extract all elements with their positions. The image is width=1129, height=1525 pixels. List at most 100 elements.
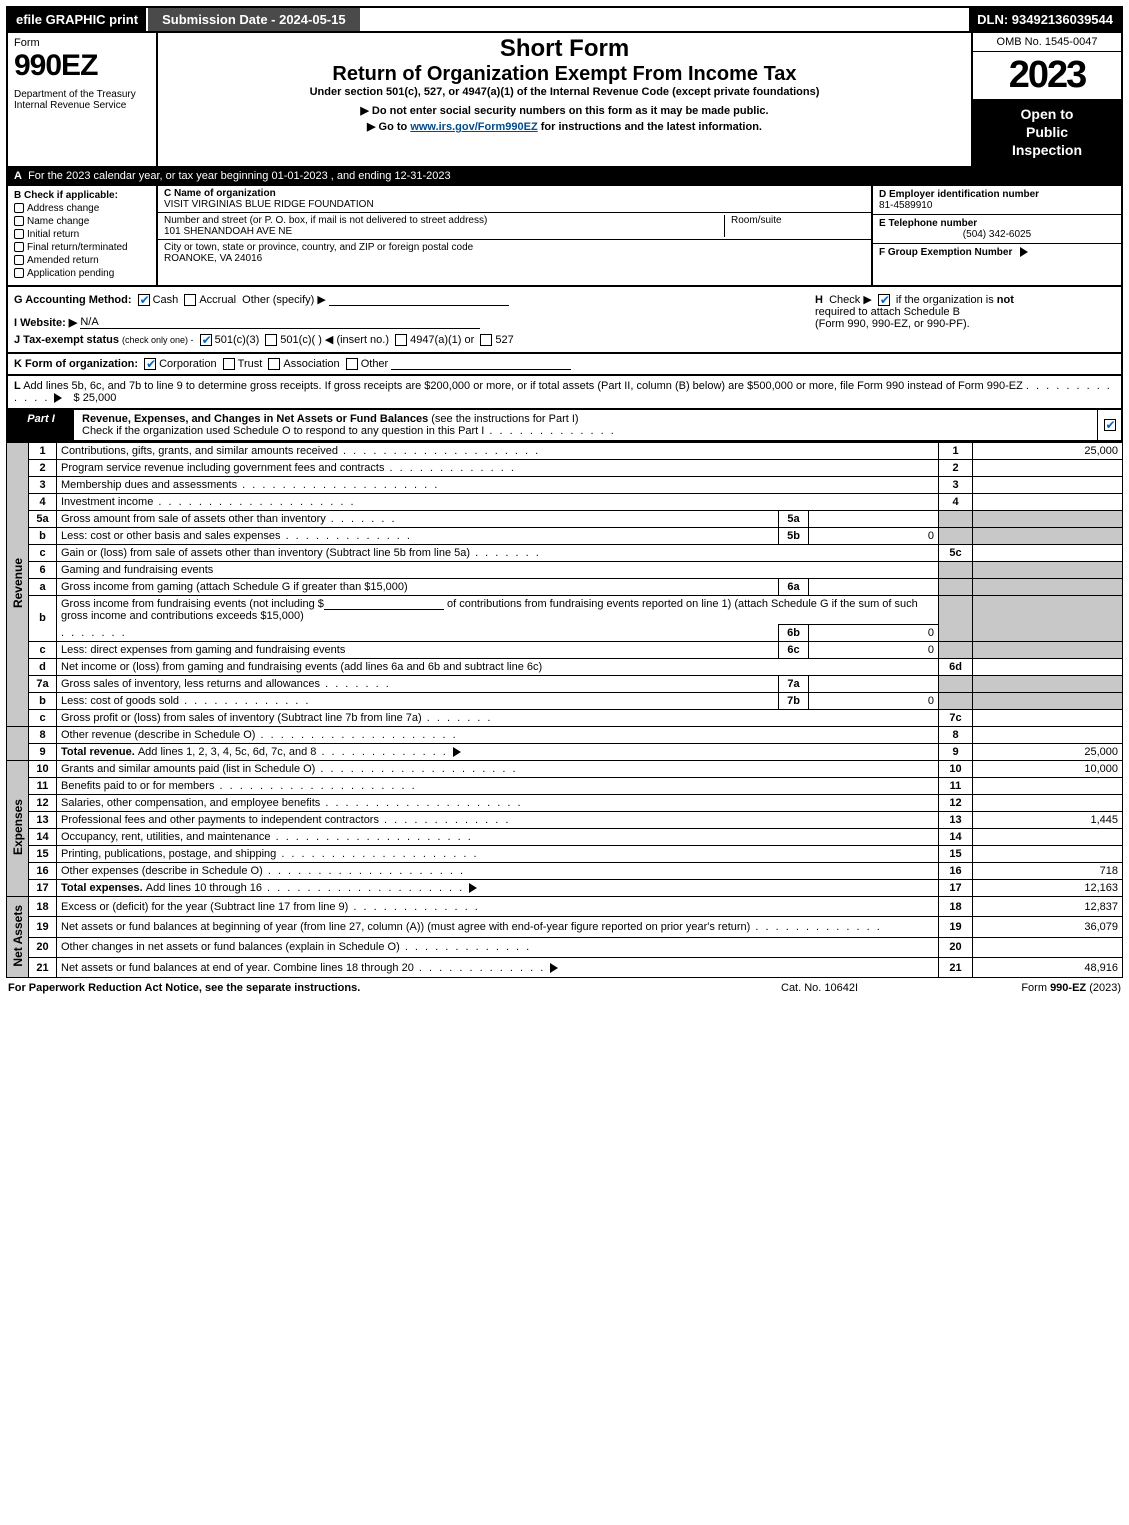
line-desc: Gross sales of inventory, less returns a… <box>57 675 779 692</box>
chk-527[interactable] <box>480 334 492 346</box>
chk-amended-return[interactable]: Amended return <box>14 255 150 266</box>
grey-cell <box>973 641 1123 658</box>
sec-b-label: B <box>14 190 21 201</box>
dots <box>276 848 478 860</box>
title-right: OMB No. 1545-0047 2023 Open to Public In… <box>971 33 1121 166</box>
ein-value: 81-4589910 <box>879 200 1115 211</box>
chk-final-return[interactable]: Final return/terminated <box>14 242 150 253</box>
subline-amount <box>809 510 939 527</box>
other-method-field[interactable] <box>329 305 509 306</box>
j-insert: ◀ (insert no.) <box>325 334 389 346</box>
line-amount: 12,837 <box>973 896 1123 916</box>
grey-cell <box>973 527 1123 544</box>
grey-cell <box>939 561 973 578</box>
city-label: City or town, state or province, country… <box>164 242 473 253</box>
chk-schedb[interactable] <box>878 294 890 306</box>
dept-label: Department of the Treasury Internal Reve… <box>14 89 150 111</box>
contrib-field[interactable] <box>324 609 444 610</box>
dots <box>316 746 447 758</box>
line-desc: Net income or (loss) from gaming and fun… <box>57 658 939 675</box>
chk-address-change[interactable]: Address change <box>14 203 150 214</box>
dots <box>348 901 479 913</box>
line-desc: Net assets or fund balances at beginning… <box>57 917 939 937</box>
line-desc: Contributions, gifts, grants, and simila… <box>57 442 939 459</box>
grey-cell <box>973 561 1123 578</box>
chk-cash[interactable] <box>138 294 150 306</box>
line-desc: Gross income from fundraising events (no… <box>57 595 939 624</box>
chk-initial-return[interactable]: Initial return <box>14 229 150 240</box>
subline-amount: 0 <box>809 641 939 658</box>
line-num: d <box>29 658 57 675</box>
line-ref: 18 <box>939 896 973 916</box>
line-ref: 7c <box>939 709 973 726</box>
chk-trust[interactable] <box>223 358 235 370</box>
part1-header: Part I Revenue, Expenses, and Changes in… <box>6 410 1123 442</box>
chk-501c[interactable] <box>265 334 277 346</box>
chk-schedo[interactable] <box>1104 419 1116 431</box>
dots <box>214 780 416 792</box>
grey-cell <box>939 595 973 641</box>
arrow-icon <box>54 393 62 403</box>
line-ref: 3 <box>939 476 973 493</box>
checkbox-icon <box>14 268 24 278</box>
gh-block: G Accounting Method: Cash Accrual Other … <box>6 287 1123 354</box>
org-name-row: C Name of organization VISIT VIRGINIAS B… <box>158 186 871 213</box>
line-num: b <box>29 527 57 544</box>
open-line3: Inspection <box>1012 142 1082 158</box>
j-501c: 501(c)( ) <box>280 334 322 346</box>
subline-amount <box>809 578 939 595</box>
line-desc: Other revenue (describe in Schedule O) <box>57 726 939 743</box>
org-name-value: VISIT VIRGINIAS BLUE RIDGE FOUNDATION <box>164 199 374 210</box>
top-bar: efile GRAPHIC print Submission Date - 20… <box>6 6 1123 33</box>
phone-value: (504) 342-6025 <box>879 229 1115 240</box>
grey-cell <box>939 527 973 544</box>
return-title: Return of Organization Exempt From Incom… <box>166 63 963 86</box>
chk-name-change[interactable]: Name change <box>14 216 150 227</box>
dots <box>61 627 127 639</box>
chk-application-pending[interactable]: Application pending <box>14 268 150 279</box>
chk-assoc[interactable] <box>268 358 280 370</box>
open-line2: Public <box>1026 124 1068 140</box>
chk-other-org[interactable] <box>346 358 358 370</box>
j-label: J Tax-exempt status <box>14 334 119 346</box>
chk-corp[interactable] <box>144 358 156 370</box>
grey-cell <box>973 675 1123 692</box>
line-amount <box>973 476 1123 493</box>
line-amount: 1,445 <box>973 811 1123 828</box>
section-l: L Add lines 5b, 6c, and 7b to line 9 to … <box>6 376 1123 410</box>
line-amount <box>973 459 1123 476</box>
line-amount: 12,163 <box>973 879 1123 896</box>
section-f: F Group Exemption Number <box>873 244 1121 261</box>
k-assoc: Association <box>283 358 339 370</box>
section-d: D Employer identification number 81-4589… <box>873 186 1121 215</box>
line-num: 14 <box>29 828 57 845</box>
line-num: 9 <box>29 743 57 760</box>
dots <box>179 695 310 707</box>
line-desc: Gross profit or (loss) from sales of inv… <box>57 709 939 726</box>
line-amount: 25,000 <box>973 743 1123 760</box>
goto-link[interactable]: www.irs.gov/Form990EZ <box>410 121 537 133</box>
chk-501c3[interactable] <box>200 334 212 346</box>
arrow-icon <box>469 883 477 893</box>
l-label: L <box>14 380 21 392</box>
chk-4947[interactable] <box>395 334 407 346</box>
subline-ref: 6c <box>779 641 809 658</box>
line-desc: Printing, publications, postage, and shi… <box>57 845 939 862</box>
other-org-field[interactable] <box>391 369 571 370</box>
footer-left: For Paperwork Reduction Act Notice, see … <box>8 982 781 994</box>
grey-cell <box>973 595 1123 641</box>
line-desc-cont <box>57 624 779 641</box>
h-label: H <box>815 294 823 306</box>
line-ref: 13 <box>939 811 973 828</box>
dots <box>153 496 355 508</box>
line-num: 20 <box>29 937 57 957</box>
netassets-side-label: Net Assets <box>7 896 29 978</box>
h-text1: Check ▶ <box>829 294 872 306</box>
h-not: not <box>997 294 1014 306</box>
goto-suffix: for instructions and the latest informat… <box>541 121 762 133</box>
h-text4: (Form 990, 990-EZ, or 990-PF). <box>815 318 970 330</box>
goto-line: ▶ Go to www.irs.gov/Form990EZ for instru… <box>166 120 963 133</box>
chk-accrual[interactable] <box>184 294 196 306</box>
line-ref: 15 <box>939 845 973 862</box>
addr-label: Number and street (or P. O. box, if mail… <box>164 215 487 226</box>
